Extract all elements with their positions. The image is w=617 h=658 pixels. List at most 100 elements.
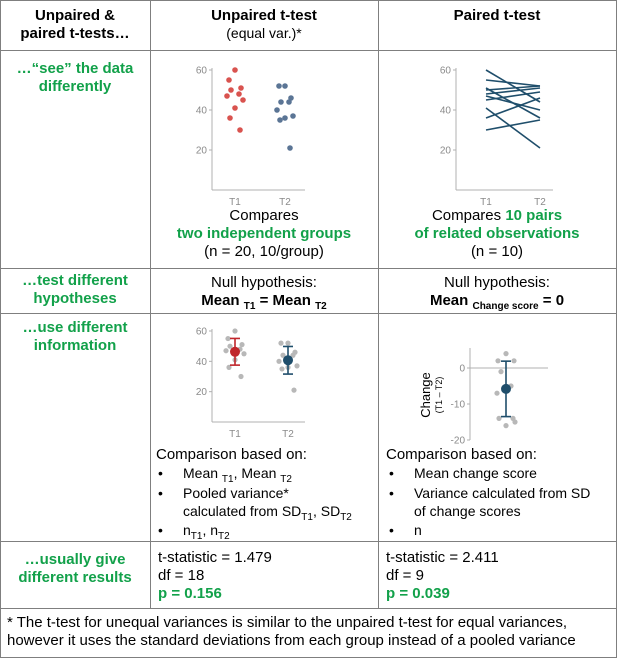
footnote-line2: however it uses the standard deviations …: [7, 632, 576, 649]
data-point: [277, 117, 283, 123]
pair-line: [485, 69, 541, 103]
unpaired-strip-chart: 20 40 60 T1 T2: [196, 66, 305, 205]
paired-df: df = 9: [386, 567, 424, 584]
data-point: [241, 351, 247, 357]
header-paired-title: Paired t-test: [453, 7, 541, 24]
row-label-line: …test different: [22, 272, 128, 289]
paired-based-on: Comparison based on:: [386, 446, 537, 463]
pair-line: [485, 97, 541, 119]
row-label-line: …use different: [22, 319, 128, 336]
data-point: [238, 85, 244, 91]
header-col1: Unpaired & paired t-tests…: [0, 7, 150, 43]
pair-line: [485, 119, 541, 131]
x-tick-label: T2: [279, 197, 291, 205]
x-tick-label: T1: [229, 197, 241, 205]
data-point: [276, 83, 282, 89]
footnote: * The t-test for unequal variances is si…: [7, 614, 576, 650]
data-point: [511, 358, 517, 364]
pair-line: [485, 91, 541, 101]
data-point: [291, 387, 297, 393]
unpaired-mean-sd-chart: 20 40 60 T1 T2: [196, 327, 305, 440]
data-point: [285, 340, 291, 346]
mean-marker: [283, 355, 293, 366]
y-tick-label: -10: [451, 400, 466, 411]
paired-p: p = 0.039: [386, 585, 450, 602]
paired-bullet-2-line1: Variance calculated from SD: [414, 485, 591, 501]
grid-line: [0, 0, 617, 1]
bullet: •: [158, 485, 163, 501]
b1-mean1: Mean: [183, 465, 219, 481]
header-col1-line2: paired t-tests…: [20, 25, 130, 42]
paired-lines-chart: 20 40 60 T1 T2: [440, 66, 553, 205]
data-point: [495, 358, 501, 364]
grid-line: [0, 0, 1, 658]
bullet: •: [389, 485, 394, 501]
row-label-line: …“see” the data: [16, 60, 134, 77]
x-tick-label: T1: [229, 429, 241, 440]
data-point: [227, 115, 233, 121]
unpaired-p: p = 0.156: [158, 585, 222, 602]
y-tick-label: 60: [196, 66, 208, 77]
data-point: [512, 419, 518, 425]
paired-bullet-1: Mean change score: [414, 465, 537, 481]
bullet: •: [158, 465, 163, 481]
header-unpaired-sub: (equal var.)*: [226, 25, 302, 41]
grid-line: [0, 268, 617, 269]
paired-t: t-statistic = 2.411: [386, 549, 499, 566]
paired-null-title: Null hypothesis:: [444, 274, 550, 291]
y-tick-label: 20: [196, 387, 208, 398]
header-col1-line1: Unpaired &: [34, 7, 115, 24]
mean-marker: [501, 383, 511, 394]
unpaired-t: t-statistic = 1.479: [158, 549, 272, 566]
b2-sub1: T1: [301, 511, 313, 523]
footnote-line1: * The t-test for unequal variances is si…: [7, 614, 568, 631]
row-label-line: information: [33, 337, 117, 354]
y-tick-label: 60: [440, 66, 452, 77]
b3-n1: n: [183, 522, 191, 538]
data-point: [279, 366, 285, 372]
data-point: [280, 352, 286, 358]
row-label-see: …“see” the data differently: [0, 60, 150, 96]
mean-marker: [230, 346, 240, 357]
unpaired-compares-block: Compares two independent groups (n = 20,…: [150, 207, 378, 261]
y-tick-label: 0: [459, 364, 465, 375]
header-unpaired-title: Unpaired t-test: [211, 7, 317, 24]
paired-compares: Compares: [431, 207, 502, 224]
data-point: [287, 145, 293, 151]
row-label-use: …use different information: [0, 319, 150, 355]
paired-compares-line: Compares 10 pairs: [378, 207, 616, 225]
unpaired-bullet-2-line1: Pooled variance*: [183, 485, 289, 501]
data-point: [276, 358, 282, 364]
data-point: [503, 351, 509, 357]
data-point: [237, 127, 243, 133]
data-point: [496, 415, 502, 421]
y-tick-label: 40: [440, 106, 452, 117]
data-point: [223, 348, 229, 354]
data-point: [226, 77, 232, 83]
paired-null-eq: Mean Change score = 0: [378, 292, 616, 316]
data-point: [226, 364, 232, 370]
paired-bullet-2-line2: of change scores: [414, 503, 521, 519]
b2-line2: calculated from SD: [183, 503, 302, 519]
paired-compares-block: Compares 10 pairs of related observation…: [378, 207, 616, 261]
bullet: •: [389, 522, 394, 538]
change-score-chart: 0 -10 -20 Change (T1 – T2): [418, 348, 548, 447]
data-point: [236, 91, 242, 97]
b1-sub2: T2: [280, 473, 292, 485]
null-mean-b: Mean: [272, 292, 311, 309]
b1-sep: , Mean: [233, 465, 277, 481]
data-point: [278, 99, 284, 105]
y-axis-label: Change: [418, 372, 433, 418]
paired-highlight-1: 10 pairs: [505, 207, 563, 224]
bullet: •: [158, 522, 163, 538]
data-point: [282, 115, 288, 121]
data-point: [498, 369, 504, 375]
unpaired-null-title: Null hypothesis:: [211, 274, 317, 291]
y-tick-label: 40: [196, 357, 208, 368]
grid-line: [0, 50, 617, 51]
data-point: [238, 373, 244, 380]
null-eq: =: [255, 292, 273, 309]
data-point: [225, 335, 231, 342]
data-point: [274, 107, 280, 113]
